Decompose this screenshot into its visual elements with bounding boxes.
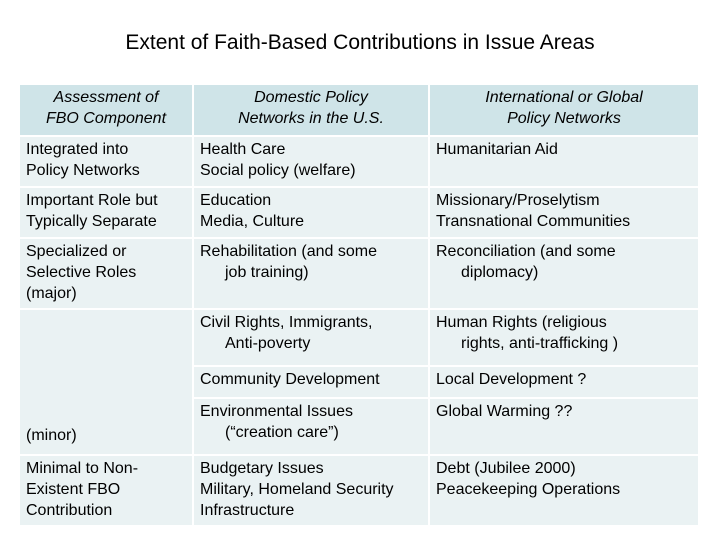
domestic-cell: Environmental Issues (“creation care”) (194, 399, 428, 454)
table-row: Specialized or Selective Roles (major) R… (20, 239, 698, 308)
domestic-cell: Health Care Social policy (welfare) (194, 137, 428, 186)
international-cell: Reconciliation (and some diplomacy) (430, 239, 698, 308)
domestic-cell: Community Development (194, 366, 428, 398)
international-cell: Missionary/Proselytism Transnational Com… (430, 188, 698, 237)
page-title: Extent of Faith-Based Contributions in I… (125, 31, 595, 54)
header-line: Domestic Policy (254, 89, 368, 106)
international-cell: Debt (Jubilee 2000) Peacekeeping Operati… (430, 456, 698, 525)
table-row: (minor) Civil Rights, Immigrants, Anti-p… (20, 310, 698, 454)
row-label: Integrated into Policy Networks (20, 137, 192, 186)
table-row: Integrated into Policy Networks Health C… (20, 137, 698, 186)
header-domestic: Domestic Policy Networks in the U.S. (194, 85, 428, 135)
header-row: Assessment of FBO Component Domestic Pol… (20, 85, 698, 135)
table-row: Environmental Issues (“creation care”) G… (20, 399, 698, 454)
domestic-cell: Education Media, Culture (194, 188, 428, 237)
header-line: Policy Networks (507, 110, 621, 127)
header-line: FBO Component (45, 110, 167, 127)
table-row: Important Role but Typically Separate Ed… (20, 188, 698, 237)
header-assessment: Assessment of FBO Component (20, 85, 192, 135)
row-label: Minimal to Non- Existent FBO Contributio… (20, 456, 192, 525)
row-label: (minor) (26, 427, 77, 444)
table-row: Minimal to Non- Existent FBO Contributio… (20, 456, 698, 525)
row-label: Important Role but Typically Separate (20, 188, 192, 237)
domestic-cell: Civil Rights, Immigrants, Anti-poverty (194, 310, 428, 365)
header-line: Assessment of (53, 89, 159, 106)
row-label-group: (minor) (20, 310, 192, 454)
row-label: Specialized or Selective Roles (major) (20, 239, 192, 308)
domestic-cell: Budgetary Issues Military, Homeland Secu… (194, 456, 428, 525)
table-row: Community Development Local Development … (20, 366, 698, 398)
international-cell: Humanitarian Aid (430, 137, 698, 186)
header-international: International or Global Policy Networks (430, 85, 698, 135)
contributions-table: Assessment of FBO Component Domestic Pol… (18, 83, 700, 527)
international-cell: Local Development ? (430, 366, 698, 398)
domestic-cell: Rehabilitation (and some job training) (194, 239, 428, 308)
international-cell: Human Rights (religious rights, anti-tra… (430, 310, 698, 365)
international-cell: Global Warming ?? (430, 399, 698, 454)
header-line: International or Global (485, 89, 643, 106)
header-line: Networks in the U.S. (238, 110, 384, 127)
